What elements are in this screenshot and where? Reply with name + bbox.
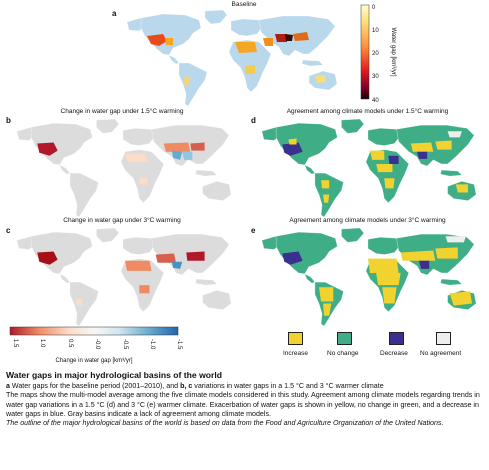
legend-swatch-no-agreement: [436, 332, 451, 345]
panel-b-title: Change in water gap under 1.5°C warming: [60, 108, 184, 115]
panel-d-title: Agreement among climate models under 1.5…: [286, 108, 449, 115]
change-tick-1: 1.0: [39, 339, 45, 348]
agreement-15-land: [261, 118, 477, 217]
legend-swatch-no-change: [337, 332, 352, 345]
legend-label-increase: Increase: [283, 350, 308, 357]
change-tick-2: 0.5: [67, 339, 73, 348]
baseline-tick-3: 30: [372, 74, 379, 80]
baseline-colorbar: 0 10 20 30 40 Water gap [km³/yr]: [360, 4, 396, 104]
panel-c-title: Change in water gap under 3°C warming: [63, 217, 181, 224]
change-tick-6: -1.5: [176, 339, 182, 350]
change-3-map: [16, 227, 232, 326]
baseline-colorbar-gradient: [360, 4, 370, 100]
caption-line-1: a Water gaps for the baseline period (20…: [6, 382, 484, 391]
caption-body: The maps show the multi-model average am…: [6, 391, 480, 418]
caption-a-marker: a: [6, 382, 10, 391]
baseline-tick-2: 20: [372, 51, 379, 57]
change-3-land: [16, 227, 232, 326]
legend-swatch-decrease: [389, 332, 404, 345]
panel-a-title: Baseline: [231, 1, 257, 8]
change-colorbar: 1.5 1.0 0.5 -0.0 -0.5 -1.0 -1.5 Change i…: [9, 326, 182, 364]
caption-source: The outline of the major hydrological ba…: [6, 419, 444, 428]
legend-label-no-change: No change: [327, 350, 359, 357]
figure-caption: Water gaps in major hydrological basins …: [6, 370, 484, 428]
baseline-colorbar-label: Water gap [km³/yr]: [390, 27, 396, 76]
legend-label-no-agreement: No agreement: [420, 350, 462, 357]
agreement-3-map: [261, 227, 477, 326]
legend-label-decrease: Decrease: [380, 350, 408, 357]
baseline-land: [126, 9, 338, 106]
panel-e-title: Agreement among climate models under 3°C…: [289, 217, 446, 224]
caption-line-1-text-1: Water gaps for the baseline period (2001…: [9, 382, 181, 391]
agreement-3-land: [261, 227, 477, 326]
panel-a-label: a: [112, 9, 117, 18]
baseline-tick-4: 40: [372, 98, 379, 104]
change-tick-3: -0.0: [94, 339, 100, 350]
panel-c-label: c: [6, 226, 11, 235]
panel-d-label: d: [251, 116, 256, 125]
change-colorbar-label: Change in water gap [km³/yr]: [55, 358, 132, 364]
baseline-map: [126, 9, 338, 106]
change-15-land: [16, 118, 232, 217]
panel-b-label: b: [6, 116, 11, 125]
change-tick-4: -0.5: [122, 339, 128, 350]
caption-line-1-text-2: variations in water gaps in a 1.5 °C and…: [192, 382, 384, 391]
panel-e-label: e: [251, 226, 256, 235]
change-15-map: [16, 118, 232, 217]
change-tick-5: -1.0: [149, 339, 155, 350]
baseline-tick-0: 0: [372, 5, 376, 11]
baseline-tick-1: 10: [372, 28, 379, 34]
caption-bc-marker: b, c: [180, 382, 193, 391]
caption-title: Water gaps in major hydrological basins …: [6, 370, 222, 380]
change-colorbar-gradient: [9, 326, 179, 336]
agreement-15-map: [261, 118, 477, 217]
change-tick-0: 1.5: [12, 339, 18, 348]
legend-swatch-increase: [288, 332, 303, 345]
